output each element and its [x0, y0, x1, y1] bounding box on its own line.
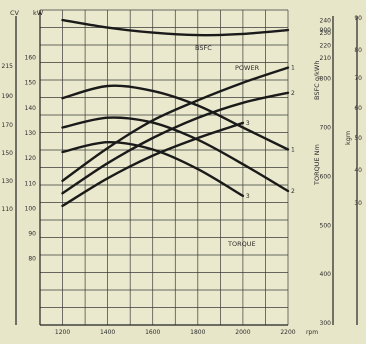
left-kw-tick-label: 110: [25, 180, 37, 187]
series-end-label: 3: [246, 120, 250, 127]
series-end-label: 1: [291, 147, 295, 154]
right-nm-tick-label: 300: [320, 320, 332, 327]
right-kgm-tick-label: 90: [354, 15, 362, 22]
left-cv-tick-label: 170: [2, 122, 14, 129]
x-tick-label: 2000: [235, 329, 250, 336]
left-cv-tick-label: 130: [2, 178, 14, 185]
left-kw-tick-label: 160: [25, 55, 37, 62]
right-bsfc-axis-label: BSFC g/kWh: [313, 61, 321, 100]
x-tick-label: 1200: [55, 329, 70, 336]
left-kw-tick-label: 120: [25, 155, 37, 162]
series-name-label: BSFC: [195, 44, 212, 52]
right-bsfc-tick-label: 240: [320, 17, 332, 24]
right-kgm-tick-label: 70: [354, 75, 362, 82]
right-nm-tick-label: 600: [320, 173, 332, 180]
left-cv-tick-label: 190: [2, 93, 14, 100]
right-nm-tick-label: 500: [320, 222, 332, 229]
right-torque-axis-label: TORQUE Nm: [313, 144, 321, 186]
x-tick-label: 1800: [190, 329, 205, 336]
right-nm-tick-label: 800: [320, 76, 332, 83]
series-end-label: 2: [291, 90, 295, 97]
series-name-label: POWER: [235, 64, 260, 72]
series-end-label: 1: [291, 65, 295, 72]
right-nm-tick-label: 700: [320, 125, 332, 132]
series-line-torque-2: [61, 116, 290, 193]
series-line-bsfc: [61, 18, 290, 37]
right-nm-tick-label: 900: [320, 27, 332, 34]
left-kw-tick-label: 130: [25, 130, 37, 137]
series-name-label: TORQUE: [227, 240, 256, 248]
right-bsfc-tick-label: 210: [320, 55, 332, 62]
left-kw-tick-label: 150: [25, 80, 37, 87]
left-kw-tick-label: 140: [25, 105, 37, 112]
series-end-label: 2: [291, 188, 295, 195]
series-line-power-3: [61, 121, 245, 208]
series-end-label: 3: [246, 193, 250, 200]
right-nm-tick-label: 400: [320, 271, 332, 278]
left-cv-tick-label: 215: [2, 63, 14, 70]
left-kw-tick-label: 80: [28, 256, 36, 263]
left-kw-unit-label: kW: [33, 9, 44, 17]
left-kw-tick-label: 100: [25, 205, 37, 212]
right-kgm-tick-label: 50: [354, 135, 362, 142]
right-bsfc-tick-label: 220: [320, 42, 332, 49]
series-line-torque-3: [61, 140, 245, 198]
right-bsfc-tick-label: 230: [320, 30, 332, 37]
right-kgm-tick-label: 40: [354, 167, 362, 174]
right-kgm-axis-label: kgm: [344, 131, 352, 145]
series-line-power: [61, 66, 290, 182]
right-kgm-tick-label: 60: [354, 105, 362, 112]
series-line-power-2: [61, 91, 290, 195]
right-kgm-tick-label: 80: [354, 47, 362, 54]
left-cv-tick-label: 110: [2, 206, 14, 213]
x-tick-label: 2200: [280, 329, 295, 336]
x-tick-label: 1400: [100, 329, 115, 336]
left-cv-tick-label: 150: [2, 150, 14, 157]
x-tick-label: 1600: [145, 329, 160, 336]
series-line-torque: [61, 84, 290, 151]
left-cv-unit-label: CV: [10, 9, 20, 17]
left-kw-tick-label: 90: [28, 231, 36, 238]
right-kgm-tick-label: 30: [354, 200, 362, 207]
x-unit-label: rpm: [306, 329, 318, 336]
